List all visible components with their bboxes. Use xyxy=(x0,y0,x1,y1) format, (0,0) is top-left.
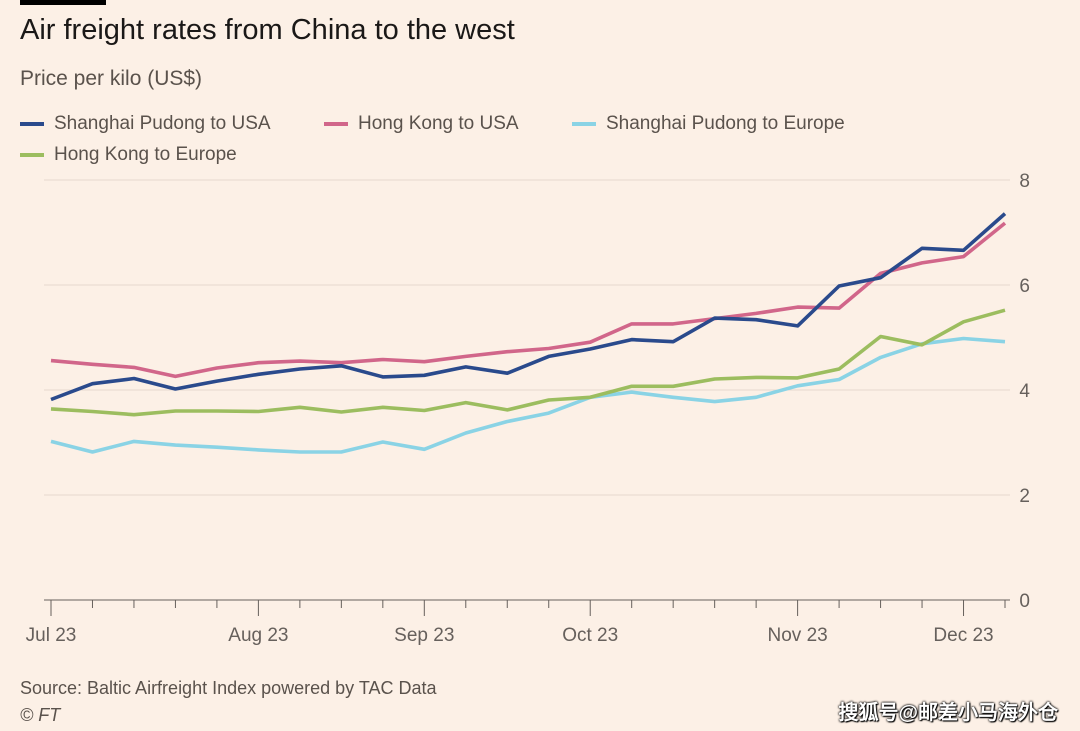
legend-label: Hong Kong to USA xyxy=(358,113,519,134)
series-line-shanghai-pudong-to-usa xyxy=(50,212,1007,402)
chart-title: Air freight rates from China to the west xyxy=(20,14,515,46)
legend-item-shanghai-europe: Shanghai Pudong to Europe xyxy=(572,113,845,135)
legend-item-hongkong-europe: Hong Kong to Europe xyxy=(20,144,237,166)
legend-swatch xyxy=(324,122,348,126)
x-tick-label: Sep 23 xyxy=(394,625,454,646)
y-tick-label: 4 xyxy=(1019,381,1030,402)
series-line-shanghai-pudong-to-europe xyxy=(50,336,1006,454)
watermark: 搜狐号@邮差小马海外仓 xyxy=(838,702,1058,724)
legend-label: Shanghai Pudong to USA xyxy=(54,113,271,134)
y-tick-label: 8 xyxy=(1019,171,1030,192)
copyright-note: © FT xyxy=(20,705,61,725)
legend-item-shanghai-usa: Shanghai Pudong to USA xyxy=(20,113,271,135)
legend-swatch xyxy=(20,122,44,126)
brand-bar xyxy=(20,0,106,5)
x-tick-label: Aug 23 xyxy=(228,625,288,646)
legend-swatch xyxy=(572,122,596,126)
source-note: Source: Baltic Airfreight Index powered … xyxy=(20,678,437,698)
x-tick-label: Oct 23 xyxy=(562,625,618,646)
series-line-hong-kong-to-usa xyxy=(50,221,1007,379)
x-tick-label: Nov 23 xyxy=(768,625,828,646)
line-chart: 0 2 4 6 8 Jul 23 Aug 23 Sep 23 Oct 23 Nov 23 Dec 2… xyxy=(26,171,1031,646)
y-tick-label: 6 xyxy=(1019,276,1030,297)
y-tick-label: 0 xyxy=(1019,591,1030,612)
legend-swatch xyxy=(20,153,44,157)
x-tick-label: Dec 23 xyxy=(933,625,993,646)
legend-label: Shanghai Pudong to Europe xyxy=(606,113,845,134)
x-tick-label: Jul 23 xyxy=(26,625,77,646)
legend-label: Hong Kong to Europe xyxy=(54,144,237,165)
chart-subtitle: Price per kilo (US$) xyxy=(20,67,203,90)
legend-item-hongkong-usa: Hong Kong to USA xyxy=(324,113,519,135)
y-tick-label: 2 xyxy=(1019,486,1030,507)
series-line-hong-kong-to-europe xyxy=(50,308,1006,417)
